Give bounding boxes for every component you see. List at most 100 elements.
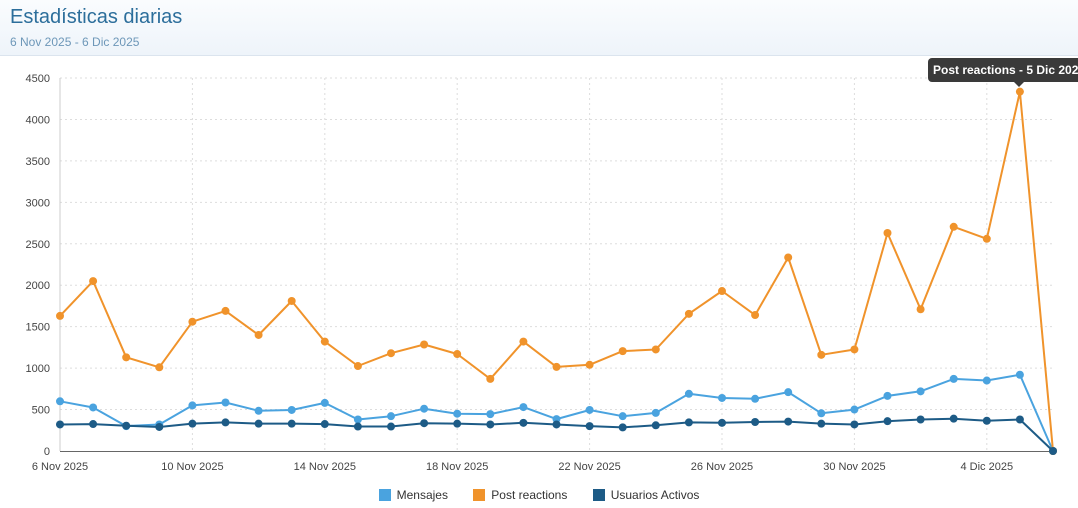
data-point[interactable] bbox=[850, 405, 859, 414]
data-point[interactable] bbox=[850, 420, 859, 429]
data-point[interactable] bbox=[221, 418, 230, 427]
data-point[interactable] bbox=[221, 306, 230, 315]
data-point[interactable] bbox=[784, 253, 793, 262]
data-point[interactable] bbox=[651, 345, 660, 354]
data-point[interactable] bbox=[784, 417, 793, 426]
data-point[interactable] bbox=[850, 345, 859, 354]
data-point[interactable] bbox=[122, 353, 131, 362]
data-point[interactable] bbox=[287, 296, 296, 305]
line-chart[interactable]: 0 500 1000 1500 2000 2500 3000 3500 4000 4500 6 No… bbox=[0, 56, 1078, 486]
data-point[interactable] bbox=[353, 422, 362, 431]
legend-item-usuarios-activos[interactable]: Usuarios Activos bbox=[592, 488, 699, 502]
x-tick-label: 4 Dic 2025 bbox=[961, 461, 1014, 473]
chart-legend: Mensajes Post reactions Usuarios Activos bbox=[0, 487, 1078, 502]
data-point[interactable] bbox=[221, 398, 230, 407]
data-point[interactable] bbox=[651, 408, 660, 417]
data-point[interactable] bbox=[420, 340, 429, 349]
x-tick-label: 18 Nov 2025 bbox=[426, 461, 488, 473]
data-point[interactable] bbox=[453, 409, 462, 418]
data-point[interactable] bbox=[982, 234, 991, 243]
data-point[interactable] bbox=[519, 337, 528, 346]
data-point[interactable] bbox=[883, 417, 892, 426]
data-point[interactable] bbox=[618, 412, 627, 421]
data-point[interactable] bbox=[718, 287, 726, 296]
data-point[interactable] bbox=[89, 420, 98, 429]
data-point[interactable] bbox=[684, 418, 693, 427]
data-point[interactable] bbox=[982, 376, 991, 385]
data-point[interactable] bbox=[585, 360, 594, 369]
series-line bbox=[59, 90, 1054, 452]
data-point[interactable] bbox=[320, 398, 329, 407]
data-point[interactable] bbox=[684, 309, 693, 318]
data-point[interactable] bbox=[817, 409, 826, 418]
data-point[interactable] bbox=[982, 416, 991, 425]
legend-item-mensajes[interactable]: Mensajes bbox=[378, 488, 448, 502]
data-point[interactable] bbox=[387, 349, 395, 358]
data-point[interactable] bbox=[453, 419, 462, 428]
data-point[interactable] bbox=[916, 305, 925, 314]
data-point[interactable] bbox=[320, 337, 329, 346]
data-point[interactable] bbox=[353, 415, 362, 424]
data-point[interactable] bbox=[387, 422, 395, 431]
data-point[interactable] bbox=[949, 414, 958, 423]
data-point[interactable] bbox=[817, 350, 826, 359]
data-point[interactable] bbox=[155, 422, 164, 431]
data-point[interactable] bbox=[751, 417, 760, 426]
data-point[interactable] bbox=[56, 420, 64, 429]
data-point[interactable] bbox=[188, 401, 197, 410]
data-point[interactable] bbox=[1049, 447, 1057, 455]
data-point[interactable] bbox=[453, 350, 462, 359]
data-point[interactable] bbox=[585, 422, 594, 431]
data-point[interactable] bbox=[883, 229, 892, 238]
data-point[interactable] bbox=[486, 374, 495, 383]
data-point[interactable] bbox=[89, 403, 98, 412]
data-point[interactable] bbox=[718, 393, 726, 402]
data-point[interactable] bbox=[784, 388, 793, 397]
data-point[interactable] bbox=[254, 406, 263, 415]
data-point[interactable] bbox=[89, 277, 98, 286]
data-point[interactable] bbox=[883, 391, 892, 400]
data-point[interactable] bbox=[188, 419, 197, 428]
legend-item-post-reactions[interactable]: Post reactions bbox=[473, 488, 567, 502]
data-point[interactable] bbox=[188, 317, 197, 326]
data-point[interactable] bbox=[817, 419, 826, 428]
data-point[interactable] bbox=[320, 420, 329, 429]
data-point[interactable] bbox=[1015, 415, 1024, 424]
data-point[interactable] bbox=[519, 403, 528, 412]
data-point[interactable] bbox=[618, 347, 627, 356]
data-point[interactable] bbox=[420, 419, 429, 428]
data-point[interactable] bbox=[949, 374, 958, 383]
data-point[interactable] bbox=[684, 389, 693, 398]
data-point[interactable] bbox=[420, 404, 429, 413]
data-point[interactable] bbox=[486, 420, 495, 429]
data-point[interactable] bbox=[718, 418, 726, 427]
data-point[interactable] bbox=[916, 387, 925, 396]
data-point[interactable] bbox=[751, 311, 760, 320]
data-point[interactable] bbox=[56, 311, 64, 320]
data-point[interactable] bbox=[1015, 87, 1024, 96]
data-point[interactable] bbox=[486, 410, 495, 419]
data-point[interactable] bbox=[155, 363, 164, 372]
data-point[interactable] bbox=[585, 405, 594, 414]
data-point[interactable] bbox=[56, 397, 64, 406]
data-point[interactable] bbox=[751, 394, 760, 403]
data-point[interactable] bbox=[353, 362, 362, 371]
data-point[interactable] bbox=[122, 421, 131, 430]
data-point[interactable] bbox=[254, 419, 263, 428]
data-point[interactable] bbox=[651, 421, 660, 430]
data-point[interactable] bbox=[254, 330, 263, 339]
data-point[interactable] bbox=[387, 412, 395, 421]
data-point[interactable] bbox=[287, 419, 296, 428]
data-point[interactable] bbox=[519, 418, 528, 427]
legend-label: Post reactions bbox=[491, 487, 568, 502]
data-point[interactable] bbox=[552, 420, 561, 429]
page-title: Estadísticas diarias bbox=[10, 6, 183, 28]
data-point[interactable] bbox=[916, 415, 925, 424]
data-point[interactable] bbox=[287, 405, 296, 414]
data-point[interactable] bbox=[949, 222, 958, 231]
data-point[interactable] bbox=[618, 423, 627, 432]
data-point[interactable] bbox=[1015, 370, 1024, 379]
x-tick-label: 6 Nov 2025 bbox=[32, 461, 88, 473]
data-point[interactable] bbox=[552, 362, 561, 371]
tooltip: Post reactions - 5 Dic 2025: 4335 bbox=[928, 58, 1078, 82]
